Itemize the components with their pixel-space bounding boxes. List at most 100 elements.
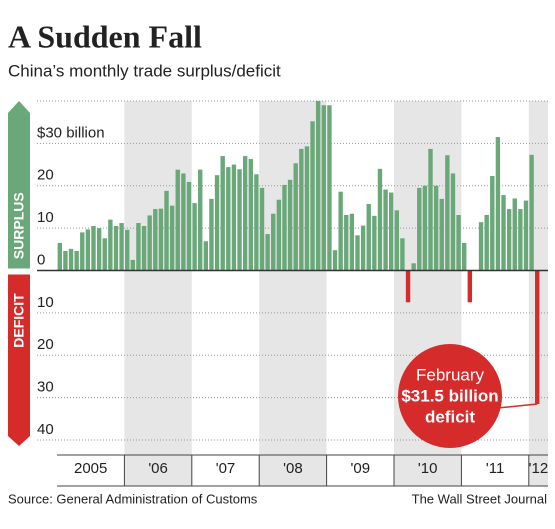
bar [439, 198, 444, 271]
bar [248, 159, 253, 271]
bar [113, 226, 119, 271]
bar [130, 259, 136, 271]
bar [428, 148, 433, 271]
bar [271, 213, 276, 271]
bar [450, 173, 456, 271]
bar [74, 251, 79, 271]
y-tick-label: 20 [37, 336, 54, 353]
year-band [124, 101, 192, 486]
y-tick-label: 20 [37, 167, 54, 184]
bar [91, 226, 96, 271]
bar [299, 148, 304, 271]
x-tick-label: '09 [351, 460, 371, 477]
x-tick-label: '08 [283, 460, 303, 477]
bar [417, 187, 422, 271]
y-tick-label: $30 billion [37, 124, 105, 141]
annotation-text: deficit [425, 407, 475, 426]
bar [467, 270, 473, 303]
source: Source: General Administration of Custom… [8, 491, 258, 506]
bar [181, 173, 186, 271]
bar [293, 163, 298, 271]
bar [518, 209, 523, 271]
y-tick-label: 10 [37, 294, 54, 311]
bar [394, 210, 400, 271]
bar [523, 200, 529, 271]
bar [506, 209, 512, 271]
bar [287, 179, 293, 271]
bar [405, 270, 411, 303]
bar [445, 155, 450, 271]
annotation-circle [398, 344, 502, 448]
bar [304, 146, 310, 271]
bar [68, 248, 74, 271]
bar [360, 225, 366, 271]
year-band [259, 101, 327, 486]
bar [57, 242, 63, 271]
bar [388, 192, 394, 271]
bar [136, 223, 141, 271]
bar [501, 195, 506, 271]
bar [153, 209, 158, 271]
x-tick-label: '10 [418, 460, 438, 477]
bar [96, 228, 102, 271]
bar [490, 176, 495, 271]
bar [315, 101, 321, 271]
bar [512, 198, 517, 271]
bar [203, 241, 209, 271]
bar [462, 242, 467, 271]
bar [433, 185, 439, 271]
bar [63, 251, 68, 271]
bar [85, 229, 91, 271]
deficit-arrow [8, 274, 30, 446]
bar [164, 190, 169, 271]
bar [265, 234, 270, 271]
bar [192, 203, 197, 271]
bar [231, 164, 237, 271]
bar [80, 232, 85, 271]
bar [254, 174, 259, 271]
axis-label: DEFICIT [11, 293, 27, 348]
bar [276, 199, 282, 271]
bar [344, 214, 349, 271]
bar [377, 168, 383, 271]
x-tick-label: '11 [486, 460, 504, 477]
y-tick-label: 40 [37, 421, 54, 438]
x-tick-label: '12 [529, 460, 549, 477]
bar [456, 214, 461, 271]
bar [327, 105, 332, 271]
bar [529, 154, 534, 271]
axis-label: SURPLUS [11, 192, 27, 259]
surplus-arrow [8, 101, 30, 269]
bar [169, 205, 175, 271]
bar [366, 203, 371, 271]
bar [338, 191, 343, 271]
bar [125, 229, 130, 271]
bar [108, 219, 113, 271]
bar [147, 215, 152, 271]
bar [175, 169, 180, 271]
bar [484, 214, 489, 271]
bar [372, 215, 377, 271]
bar [119, 223, 124, 271]
bar [478, 222, 484, 271]
bar [214, 175, 220, 271]
bar [226, 167, 231, 271]
annotation-text: February [416, 365, 485, 384]
bar [220, 156, 225, 271]
bar [400, 238, 405, 271]
y-tick-label: 0 [37, 251, 45, 268]
leader [497, 403, 538, 409]
bar [495, 137, 501, 271]
bar [209, 198, 214, 271]
bar [349, 213, 355, 271]
bar [321, 105, 326, 271]
credit: The Wall Street Journal [412, 491, 547, 506]
bar [259, 187, 265, 271]
bar [158, 208, 164, 271]
x-tick-label: '07 [216, 460, 236, 477]
bar [186, 181, 192, 271]
bar [310, 121, 315, 271]
bar [535, 270, 540, 404]
chart-title: A Sudden Fall [8, 18, 202, 54]
